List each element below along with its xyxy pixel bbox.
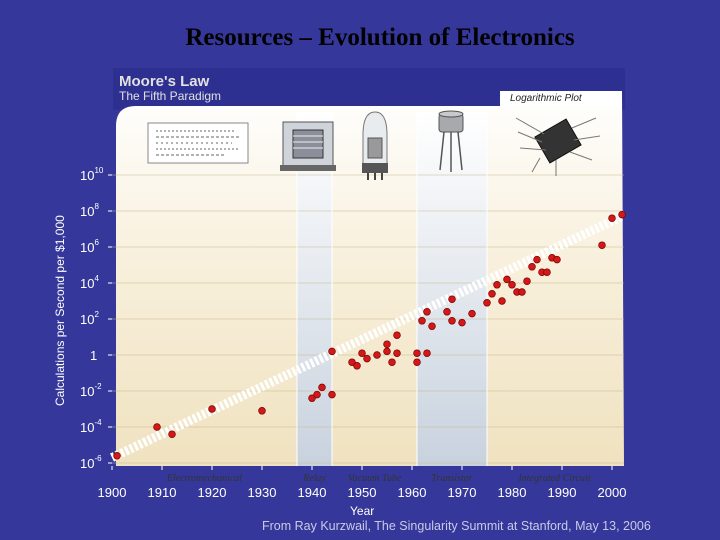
data-point-32	[488, 290, 496, 298]
data-point-20	[413, 358, 421, 366]
era-label-2: Vacuum Tube	[348, 473, 402, 484]
y-tick-label-0: 1010	[80, 166, 104, 183]
data-point-24	[423, 308, 431, 316]
data-point-47	[608, 214, 616, 222]
data-point-6	[313, 390, 321, 399]
data-point-2	[168, 430, 176, 438]
x-tick-label-0: 1900	[98, 485, 127, 500]
x-tick-label-9: 1990	[548, 485, 577, 500]
data-point-8	[328, 390, 336, 399]
data-point-15	[383, 347, 391, 356]
x-axis-title: Year	[350, 504, 374, 518]
y-axis-ticks: 1010 108 106 104 102 1 10-2 10-4 10-6	[80, 166, 112, 471]
x-tick-label-7: 1970	[448, 485, 477, 500]
data-point-19	[393, 331, 401, 339]
data-point-38	[518, 288, 526, 296]
y-tick-label-8: 10-6	[80, 454, 102, 471]
log-plot-badge	[502, 92, 622, 104]
x-tick-label-2: 1920	[198, 485, 227, 500]
vacuum-tube-icon	[362, 111, 388, 180]
y-tick-label-2: 106	[80, 238, 99, 255]
era-label-4: Integrated Circuit	[517, 473, 590, 484]
data-point-22	[418, 317, 426, 325]
x-axis-ticks: 1900 1910 1920 1930 1940 1950 1960 1970 1980 1990…	[98, 466, 627, 500]
data-point-48	[618, 210, 626, 219]
y-tick-label-3: 104	[80, 274, 99, 291]
data-point-34	[498, 297, 506, 305]
chart-subtitle: The Fifth Paradigm	[119, 89, 221, 103]
relay-icon	[280, 121, 336, 171]
data-point-35	[503, 275, 511, 284]
x-tick-label-6: 1960	[398, 485, 427, 500]
data-point-41	[533, 255, 541, 264]
data-point-14	[373, 351, 381, 359]
era-label-1: Relay	[302, 473, 326, 484]
data-point-5	[308, 394, 316, 402]
data-point-7	[318, 383, 326, 392]
data-point-3	[208, 405, 216, 413]
data-point-17	[388, 358, 396, 366]
x-tick-label-10: 2000	[598, 485, 627, 500]
era-label-3: Transistor	[431, 473, 472, 484]
data-point-0	[113, 452, 121, 460]
data-point-27	[448, 317, 456, 325]
data-point-45	[553, 255, 561, 264]
data-point-29	[458, 318, 466, 327]
plot-area	[116, 91, 624, 466]
era-labels: Electromechanical Relay Vacuum Tube Transis…	[166, 473, 591, 484]
data-point-21	[413, 349, 421, 357]
data-point-12	[358, 349, 366, 357]
data-point-30	[468, 309, 476, 318]
data-point-13	[363, 354, 371, 363]
data-point-26	[443, 308, 451, 316]
data-point-36	[508, 281, 516, 289]
y-tick-label-5: 1	[90, 348, 97, 363]
x-tick-label-4: 1940	[298, 485, 327, 500]
x-tick-label-8: 1980	[498, 485, 527, 500]
data-point-46	[598, 241, 606, 249]
data-point-18	[393, 349, 401, 357]
y-axis-title: Calculations per Second per $1,000	[53, 215, 67, 406]
x-tick-label-1: 1910	[148, 485, 177, 500]
data-point-40	[528, 263, 536, 271]
data-point-31	[483, 299, 491, 307]
data-point-11	[353, 362, 361, 370]
data-point-16	[383, 340, 391, 348]
data-points	[113, 210, 626, 460]
transistor-icon	[438, 110, 464, 172]
data-point-33	[493, 281, 501, 289]
y-tick-label-1: 108	[80, 202, 99, 219]
punch-card-icon	[147, 122, 249, 164]
data-point-39	[523, 277, 531, 285]
era-label-0: Electromechanical	[166, 473, 242, 484]
y-tick-label-6: 10-2	[80, 382, 102, 399]
data-point-9	[328, 347, 336, 356]
log-plot-label: Logarithmic Plot	[510, 93, 583, 104]
integrated-circuit-icon	[515, 117, 601, 176]
data-point-10	[348, 358, 356, 366]
x-tick-label-3: 1930	[248, 485, 277, 500]
data-point-1	[153, 423, 161, 431]
y-tick-label-7: 10-4	[80, 418, 102, 435]
slide-title: Resources – Evolution of Electronics	[185, 24, 575, 51]
data-point-28	[448, 295, 456, 303]
data-point-23	[423, 349, 431, 357]
data-point-25	[428, 322, 436, 330]
data-point-43	[543, 268, 551, 276]
chart-title: Moore's Law	[119, 73, 210, 90]
slide-footer: From Ray Kurzwail, The Singularity Summi…	[262, 519, 651, 533]
x-tick-label-5: 1950	[348, 485, 377, 500]
data-point-4	[258, 407, 266, 415]
y-tick-label-4: 102	[80, 310, 99, 327]
